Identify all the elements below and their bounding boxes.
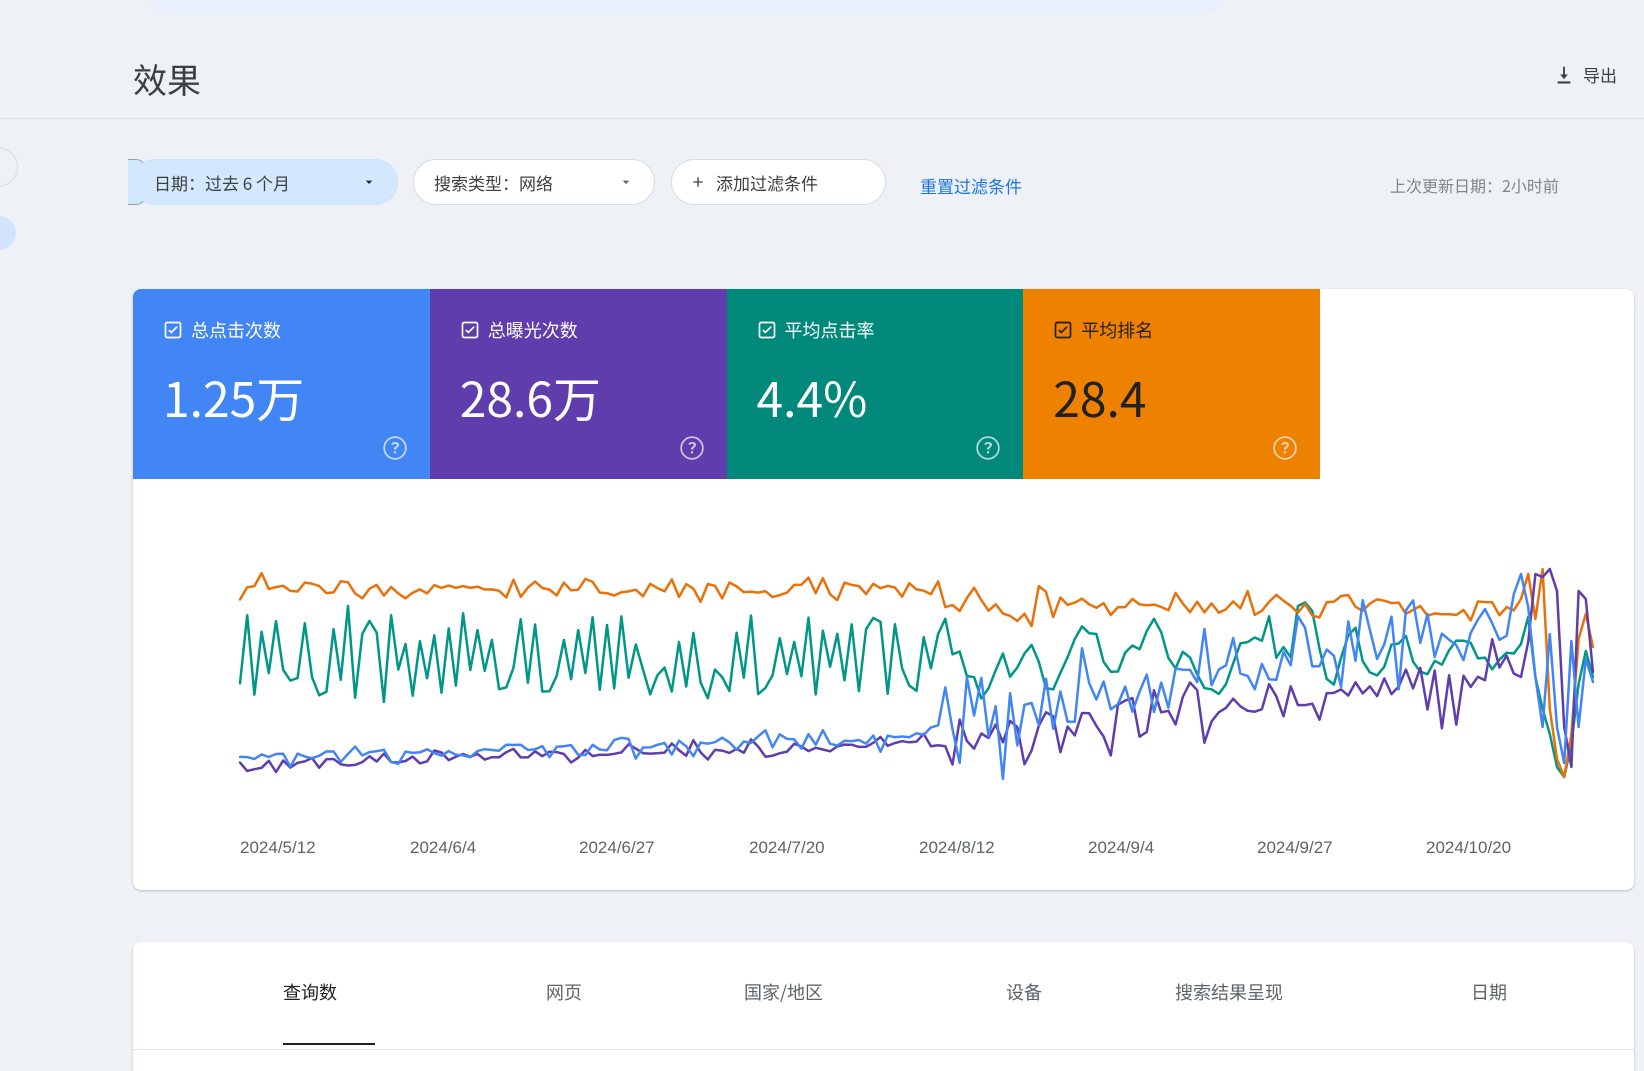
svg-text:2024/7/20: 2024/7/20 (749, 838, 825, 857)
svg-text:2024/6/4: 2024/6/4 (410, 838, 476, 857)
svg-text:2024/10/20: 2024/10/20 (1426, 838, 1511, 857)
svg-text:2024/8/12: 2024/8/12 (919, 838, 995, 857)
svg-text:2024/9/4: 2024/9/4 (1088, 838, 1154, 857)
svg-text:2024/6/27: 2024/6/27 (579, 838, 655, 857)
svg-text:2024/9/27: 2024/9/27 (1257, 838, 1333, 857)
svg-text:2024/5/12: 2024/5/12 (240, 838, 316, 857)
